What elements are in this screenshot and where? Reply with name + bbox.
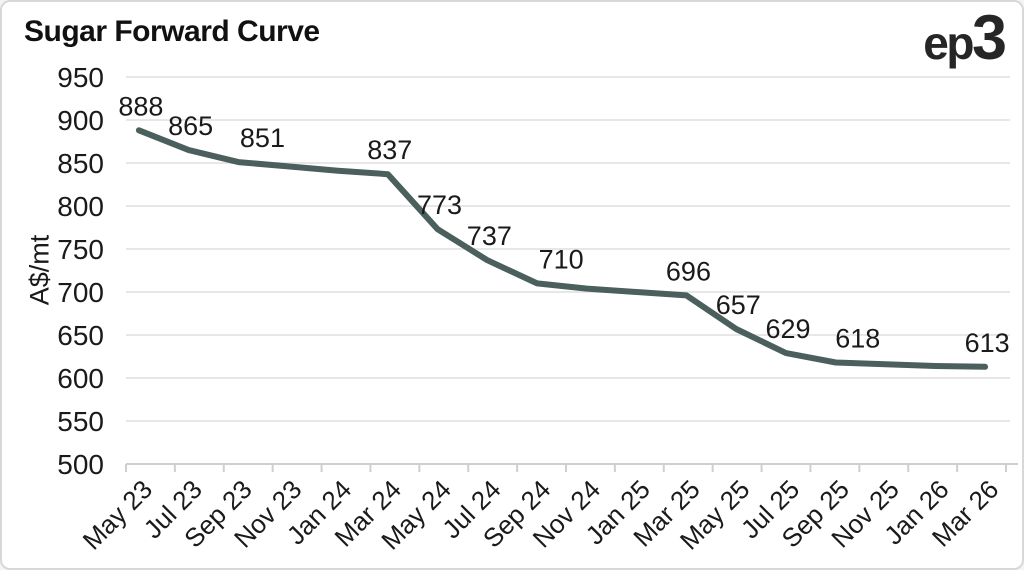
y-tick-label: 900 <box>57 105 104 136</box>
y-tick-label: 800 <box>57 191 104 222</box>
y-tick-label: 700 <box>57 277 104 308</box>
y-tick-label: 600 <box>57 363 104 394</box>
data-label: 710 <box>539 244 584 274</box>
data-label: 629 <box>765 314 810 344</box>
data-label: 657 <box>716 290 761 320</box>
series-line <box>135 127 989 370</box>
data-label: 773 <box>417 190 462 220</box>
y-tick-label: 500 <box>57 449 104 480</box>
chart-title: Sugar Forward Curve <box>24 15 320 48</box>
data-label: 618 <box>835 324 880 354</box>
ep3-logo: ep 3 <box>923 2 1007 74</box>
logo-text-3: 3 <box>971 3 1007 73</box>
y-tick-label: 650 <box>57 320 104 351</box>
data-label: 837 <box>367 135 412 165</box>
data-label: 696 <box>666 256 711 286</box>
y-tick-label: 550 <box>57 406 104 437</box>
data-label: 613 <box>965 328 1010 358</box>
y-tick-label: 950 <box>57 62 104 93</box>
data-label: 851 <box>240 123 285 153</box>
y-tick-label: 750 <box>57 234 104 265</box>
data-label: 737 <box>467 221 512 251</box>
data-label: 888 <box>118 91 163 121</box>
y-tick-label: 850 <box>57 148 104 179</box>
logo-text-ep: ep <box>923 17 974 69</box>
data-label: 865 <box>168 111 213 141</box>
